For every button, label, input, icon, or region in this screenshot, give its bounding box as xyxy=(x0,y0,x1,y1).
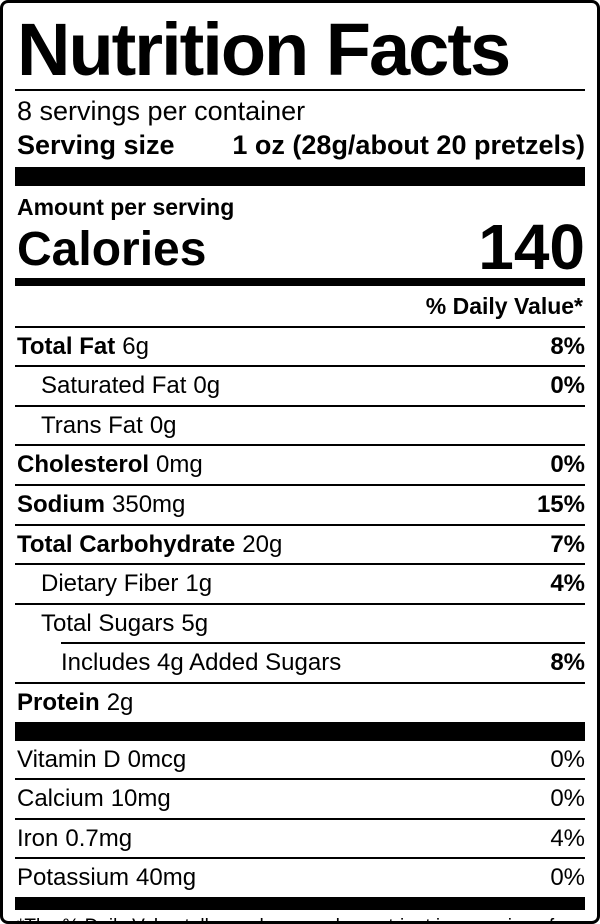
vitamin-name-amount: Potassium 40mg xyxy=(17,864,196,892)
vitamin-row-iron: Iron 0.7mg 4% xyxy=(15,820,585,858)
nutrient-dv: 8% xyxy=(550,649,585,677)
nutrient-row-total-carbohydrate: Total Carbohydrate 20g 7% xyxy=(15,526,585,564)
calories-value: 140 xyxy=(478,211,585,284)
nutrient-name: Saturated Fat xyxy=(41,372,187,400)
vitamin-name: Iron xyxy=(17,824,59,852)
nutrient-name: Includes 4g Added Sugars xyxy=(61,649,342,677)
divider xyxy=(15,523,585,526)
nutrient-name: Trans Fat xyxy=(41,411,143,439)
nutrient-row-cholesterol: Cholesterol 0mg 0% xyxy=(15,446,585,484)
vitamin-amount: 40mg xyxy=(136,864,197,892)
nutrient-amount: 6g xyxy=(122,332,149,360)
nutrient-name-amount: Total Sugars 5g xyxy=(41,610,208,638)
divider xyxy=(15,817,585,820)
divider xyxy=(15,563,585,566)
label-title: Nutrition Facts xyxy=(17,8,511,91)
vitamin-dv: 0% xyxy=(550,785,585,813)
vitamin-name-amount: Iron 0.7mg xyxy=(17,825,132,853)
vitamin-amount: 0.7mg xyxy=(65,824,133,852)
nutrient-dv: 4% xyxy=(550,570,585,598)
amount-per-serving-label: Amount per serving xyxy=(17,194,235,221)
nutrient-name-amount: Cholesterol 0mg xyxy=(17,451,203,479)
divider xyxy=(15,365,585,368)
nutrient-dv: 0% xyxy=(550,451,585,479)
nutrient-dv: 7% xyxy=(550,530,585,558)
serving-size-value: 1 oz (28g/about 20 pretzels) xyxy=(232,130,585,161)
nutrient-name: Sodium xyxy=(17,490,105,518)
vitamin-name: Vitamin D xyxy=(17,745,121,773)
divider xyxy=(15,89,585,91)
daily-value-header: % Daily Value* xyxy=(425,292,583,319)
nutrient-name: Protein xyxy=(17,688,100,716)
divider xyxy=(15,857,585,860)
vitamin-name: Potassium xyxy=(17,864,130,892)
nutrient-dv: 8% xyxy=(550,332,585,360)
nutrient-row-total-sugars: Total Sugars 5g xyxy=(15,605,585,643)
nutrient-name-amount: Total Carbohydrate 20g xyxy=(17,531,282,559)
serving-size-row: Serving size 1 oz (28g/about 20 pretzels… xyxy=(17,130,585,161)
nutrient-amount: 0g xyxy=(149,411,177,439)
divider xyxy=(15,602,585,605)
nutrient-amount: 5g xyxy=(181,609,209,637)
nutrient-row-dietary-fiber: Dietary Fiber 1g 4% xyxy=(15,565,585,603)
separator-bar-medium xyxy=(15,277,585,286)
nutrient-row-sodium: Sodium 350mg 15% xyxy=(15,486,585,524)
vitamin-name-amount: Vitamin D 0mcg xyxy=(17,746,186,774)
nutrient-amount: 0g xyxy=(193,372,221,400)
divider-indented xyxy=(61,642,585,645)
nutrient-name-amount: Saturated Fat 0g xyxy=(41,372,220,400)
vitamin-dv: 0% xyxy=(550,745,585,773)
nutrient-row-total-fat: Total Fat 6g 8% xyxy=(15,328,585,366)
vitamin-row-vitamin-d: Vitamin D 0mcg 0% xyxy=(15,741,585,779)
vitamin-amount: 0mcg xyxy=(127,745,187,773)
nutrient-name-amount: Protein 2g xyxy=(17,689,133,717)
calories-row: Calories 140 xyxy=(17,211,585,284)
daily-value-footnote: *The % Daily Value tells you how much a … xyxy=(15,910,581,921)
calories-label: Calories xyxy=(17,222,207,276)
nutrient-dv: 0% xyxy=(550,372,585,400)
vitamin-dv: 4% xyxy=(550,824,585,852)
divider xyxy=(15,778,585,781)
divider xyxy=(15,681,585,684)
divider xyxy=(15,404,585,407)
divider xyxy=(15,444,585,447)
nutrient-amount: 350mg xyxy=(112,490,186,518)
nutrient-name: Total Carbohydrate xyxy=(17,530,236,558)
divider xyxy=(15,325,585,328)
vitamin-name: Calcium xyxy=(17,785,104,813)
vitamin-row-potassium: Potassium 40mg 0% xyxy=(15,859,585,897)
nutrient-amount: 2g xyxy=(106,688,134,716)
nutrient-amount: 20g xyxy=(242,530,283,558)
nutrient-amount: 0mg xyxy=(156,451,203,479)
separator-bar-footnote xyxy=(15,896,585,910)
separator-bar-thick xyxy=(15,721,585,741)
nutrient-name-amount: Includes 4g Added Sugars xyxy=(61,649,341,677)
serving-size-label: Serving size xyxy=(17,130,175,161)
vitamin-amount: 10mg xyxy=(110,785,171,813)
nutrient-amount: 1g xyxy=(185,570,213,598)
nutrient-name-amount: Sodium 350mg xyxy=(17,491,185,519)
nutrient-name-amount: Trans Fat 0g xyxy=(41,412,177,440)
nutrient-name: Total Sugars xyxy=(41,609,175,637)
separator-bar-thick xyxy=(15,167,585,187)
nutrient-row-trans-fat: Trans Fat 0g xyxy=(15,407,585,445)
nutrient-name-amount: Dietary Fiber 1g xyxy=(41,570,212,598)
vitamin-dv: 0% xyxy=(550,864,585,892)
vitamin-row-calcium: Calcium 10mg 0% xyxy=(15,780,585,818)
nutrient-name: Total Fat xyxy=(17,332,116,360)
vitamin-name-amount: Calcium 10mg xyxy=(17,785,171,813)
nutrient-name: Dietary Fiber xyxy=(41,570,179,598)
nutrient-row-added-sugars: Includes 4g Added Sugars 8% xyxy=(15,644,585,682)
nutrient-row-protein: Protein 2g xyxy=(15,684,585,722)
servings-per-container: 8 servings per container xyxy=(17,96,306,126)
nutrient-row-saturated-fat: Saturated Fat 0g 0% xyxy=(15,367,585,405)
divider xyxy=(15,483,585,486)
nutrient-dv: 15% xyxy=(536,490,585,518)
nutrient-name: Cholesterol xyxy=(17,451,150,479)
nutrient-name-amount: Total Fat 6g xyxy=(17,333,149,361)
